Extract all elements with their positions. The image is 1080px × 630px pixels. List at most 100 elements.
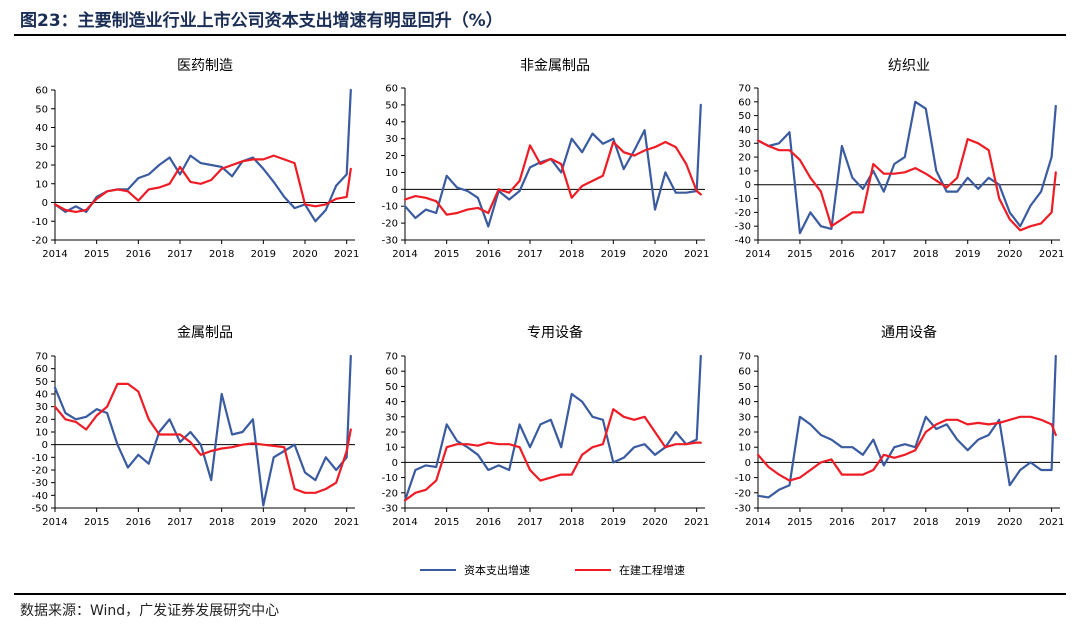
- y-tick-label: 40: [35, 123, 48, 134]
- y-tick-label: 50: [385, 100, 398, 111]
- x-tick-label: 2014: [392, 249, 417, 260]
- x-tick-label: 2017: [167, 517, 192, 528]
- x-tick-label: 2018: [209, 249, 234, 260]
- x-tick-label: 2017: [871, 249, 896, 260]
- x-tick-label: 2020: [642, 517, 667, 528]
- legend-label-capex: 资本支出增速: [464, 564, 530, 577]
- y-tick-label: 20: [385, 428, 398, 439]
- construction-growth-line: [53, 154, 352, 213]
- y-tick-label: 70: [738, 84, 751, 95]
- y-tick-label: 70: [35, 352, 48, 363]
- y-tick-label: -50: [32, 504, 48, 515]
- y-tick-label: 50: [35, 104, 48, 115]
- y-tick-label: 50: [35, 377, 48, 388]
- y-tick-label: 30: [385, 412, 398, 423]
- x-tick-label: 2017: [167, 249, 192, 260]
- construction-growth-line: [756, 138, 1057, 232]
- chart-title: 专用设备: [527, 324, 583, 341]
- y-tick-label: -10: [735, 473, 751, 484]
- x-tick-label: 2016: [126, 517, 151, 528]
- construction-growth-line: [756, 415, 1057, 482]
- x-tick-label: 2014: [42, 249, 67, 260]
- y-tick-label: 50: [738, 382, 751, 393]
- y-tick-label: 60: [385, 367, 398, 378]
- x-tick-label: 2019: [601, 517, 626, 528]
- chart-title: 金属制品: [177, 325, 233, 341]
- x-tick-label: 2014: [745, 517, 770, 528]
- x-tick-label: 2018: [209, 517, 234, 528]
- x-tick-label: 2021: [684, 249, 709, 260]
- chart-title: 通用设备: [881, 324, 937, 341]
- y-tick-label: -20: [735, 488, 751, 499]
- x-tick-label: 2017: [517, 249, 542, 260]
- x-tick-label: 2019: [601, 249, 626, 260]
- y-tick-label: -30: [382, 504, 398, 515]
- x-tick-label: 2016: [126, 249, 151, 260]
- capex-growth-line: [403, 103, 702, 228]
- y-tick-label: 60: [35, 364, 48, 375]
- construction-growth-line: [53, 382, 352, 494]
- y-tick-label: 10: [738, 166, 751, 177]
- y-tick-label: 20: [35, 161, 48, 172]
- y-tick-label: -20: [32, 466, 48, 477]
- x-tick-label: 2015: [434, 517, 459, 528]
- y-tick-label: 60: [385, 84, 398, 95]
- y-tick-label: 30: [385, 134, 398, 145]
- y-tick-label: -30: [382, 236, 398, 247]
- x-tick-label: 2018: [559, 517, 584, 528]
- x-tick-label: 2014: [392, 517, 417, 528]
- y-tick-label: 40: [738, 397, 751, 408]
- y-tick-label: 20: [738, 428, 751, 439]
- y-tick-label: 10: [385, 168, 398, 179]
- bottom-rule: [14, 593, 1066, 595]
- y-tick-label: 20: [738, 153, 751, 164]
- y-tick-label: -30: [32, 478, 48, 489]
- x-tick-label: 2015: [434, 249, 459, 260]
- source-note: 数据来源：Wind，广发证券发展研究中心: [20, 603, 280, 619]
- x-tick-label: 2016: [829, 517, 854, 528]
- x-tick-label: 2021: [334, 517, 359, 528]
- x-tick-label: 2020: [997, 249, 1022, 260]
- legend-swatch-capex: [420, 569, 456, 571]
- x-tick-label: 2018: [913, 249, 938, 260]
- y-tick-label: 60: [738, 97, 751, 108]
- y-tick-label: -10: [382, 202, 398, 213]
- chart-title: 纺织业: [888, 58, 930, 74]
- construction-growth-line: [403, 140, 702, 216]
- y-tick-label: 50: [385, 382, 398, 393]
- y-tick-label: -40: [735, 236, 751, 247]
- y-tick-label: 10: [35, 179, 48, 190]
- y-tick-label: 20: [35, 415, 48, 426]
- x-tick-label: 2020: [292, 249, 317, 260]
- x-tick-label: 2014: [42, 517, 67, 528]
- y-tick-label: 0: [42, 198, 48, 209]
- y-tick-label: -10: [735, 194, 751, 205]
- x-tick-label: 2014: [745, 249, 770, 260]
- x-tick-label: 2019: [251, 517, 276, 528]
- y-tick-label: 40: [35, 390, 48, 401]
- capex-growth-line: [403, 354, 702, 502]
- y-tick-label: -10: [32, 217, 48, 228]
- y-tick-label: 70: [385, 352, 398, 363]
- y-tick-label: -30: [735, 504, 751, 515]
- x-tick-label: 2021: [1039, 517, 1064, 528]
- construction-growth-line: [403, 408, 702, 502]
- x-tick-label: 2020: [642, 249, 667, 260]
- y-tick-label: -30: [735, 222, 751, 233]
- x-tick-label: 2020: [997, 517, 1022, 528]
- y-tick-label: 40: [738, 125, 751, 136]
- chart-title: 非金属制品: [520, 58, 590, 74]
- x-tick-label: 2019: [955, 517, 980, 528]
- figure-title: 图23：主要制造业行业上市公司资本支出增速有明显回升（%）: [20, 11, 503, 31]
- x-tick-label: 2021: [1039, 249, 1064, 260]
- y-tick-label: 0: [745, 458, 751, 469]
- x-tick-label: 2015: [84, 517, 109, 528]
- x-tick-label: 2020: [292, 517, 317, 528]
- y-tick-label: -20: [382, 219, 398, 230]
- y-tick-label: 30: [738, 412, 751, 423]
- top-rule: [14, 34, 1066, 36]
- x-tick-label: 2019: [955, 249, 980, 260]
- y-tick-label: 30: [35, 402, 48, 413]
- x-tick-label: 2015: [787, 249, 812, 260]
- capex-growth-line: [53, 354, 352, 507]
